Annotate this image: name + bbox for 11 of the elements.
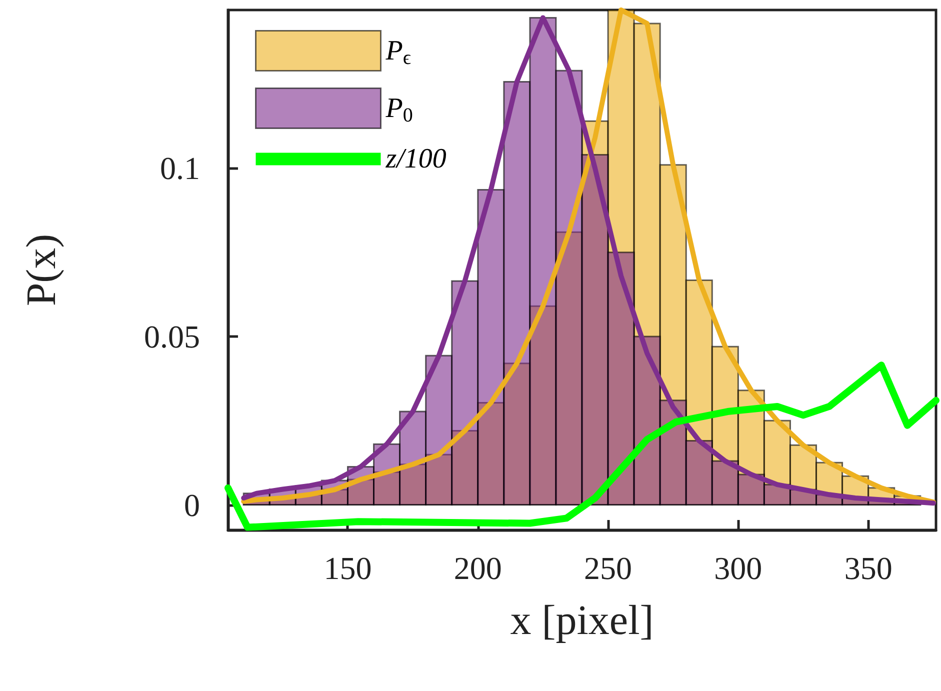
- y-axis-title: P(x): [19, 234, 65, 306]
- x-tick-label: 150: [324, 550, 372, 586]
- y-tick-label: 0: [184, 486, 200, 523]
- y-tick-label: 0.05: [144, 318, 200, 354]
- x-tick-label: 350: [844, 550, 892, 586]
- y-tick-label: 0.1: [160, 150, 200, 186]
- legend-label: z/100: [384, 144, 446, 174]
- x-axis-title: x [pixel]: [510, 598, 654, 644]
- x-tick-label: 300: [714, 550, 762, 586]
- x-tick-label: 250: [584, 550, 632, 586]
- x-tick-label: 200: [454, 550, 502, 586]
